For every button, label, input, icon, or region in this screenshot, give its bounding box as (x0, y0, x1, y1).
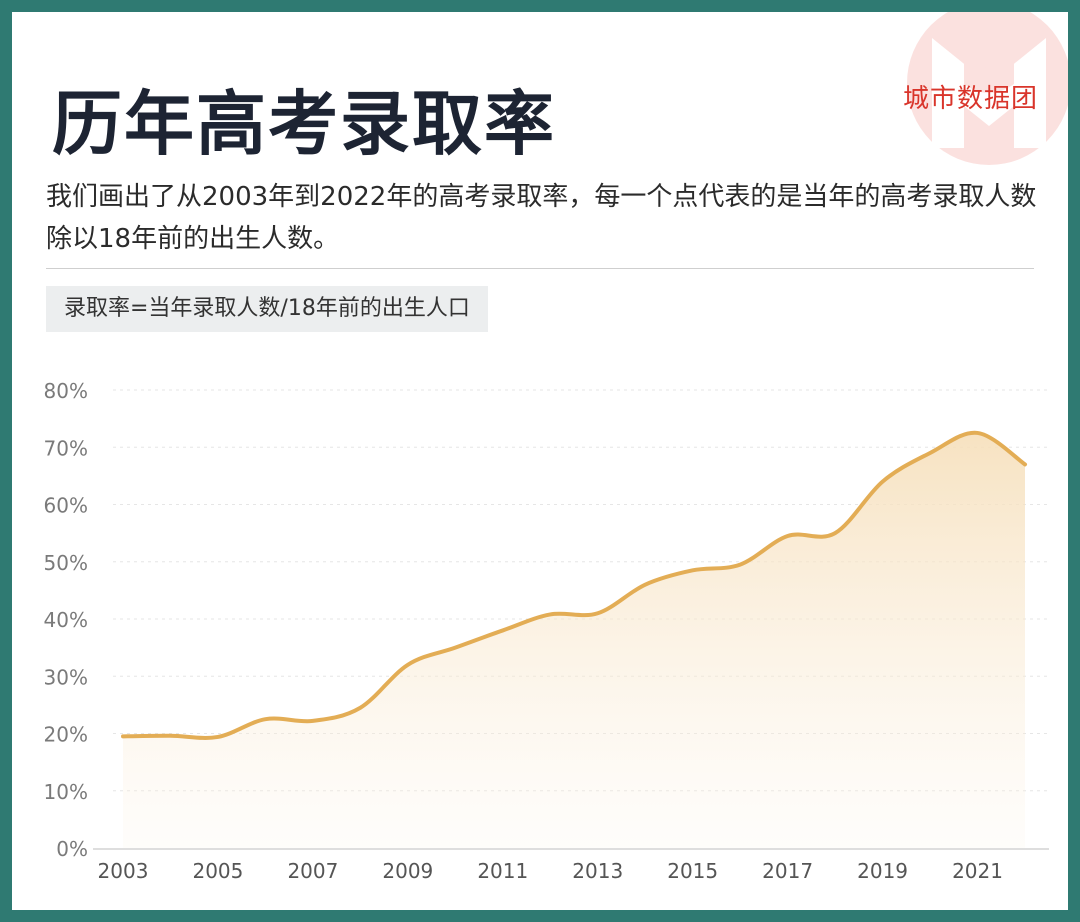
data-point-2013 (595, 610, 601, 616)
data-point-2008 (357, 705, 363, 711)
x-tick-label: 2003 (98, 859, 149, 883)
admission-rate-chart: 0%10%20%30%40%50%60%70%80% 2003 2005 2007 2… (44, 379, 1049, 883)
chart-card: 城市数据团 历年高考录取率 我们画出了从2003年到2022年的高考录取率，每一… (12, 12, 1068, 910)
data-point-2017 (785, 533, 791, 539)
data-point-2006 (262, 716, 268, 722)
data-point-2010 (452, 645, 458, 651)
x-tick-label: 2013 (572, 859, 623, 883)
divider (46, 268, 1034, 269)
data-point-2004 (167, 733, 173, 739)
data-point-2005 (215, 734, 221, 740)
chart-description: 我们画出了从2003年到2022年的高考录取率，每一个点代表的是当年的高考录取人… (46, 182, 1037, 254)
y-tick-label: 0% (56, 837, 88, 861)
y-tick-label: 20% (44, 723, 88, 747)
y-tick-label: 50% (44, 551, 88, 575)
data-point-2021 (975, 430, 981, 436)
data-point-2020 (927, 450, 933, 456)
brand-name: 城市数据团 (902, 84, 1038, 114)
data-point-2003 (120, 733, 126, 739)
data-point-2007 (310, 718, 316, 724)
data-point-2015 (690, 567, 696, 573)
x-axis-labels: 2003 2005 2007 2009 2011 2013 2015 2017 2019 2021 (98, 859, 1003, 883)
data-point-2014 (642, 582, 648, 588)
x-tick-label: 2019 (857, 859, 908, 883)
data-point-2009 (405, 662, 411, 668)
x-tick-label: 2017 (762, 859, 813, 883)
y-tick-label: 70% (44, 436, 88, 460)
y-tick-label: 10% (44, 780, 88, 804)
data-point-2019 (880, 479, 886, 485)
data-point-2018 (832, 530, 838, 536)
x-tick-label: 2021 (952, 859, 1003, 883)
x-tick-label: 2015 (667, 859, 718, 883)
formula-box: 录取率=当年录取人数/18年前的出生人口 (46, 286, 488, 332)
y-axis-labels: 0% 10% 20% 30% 40% 50% 60% 70% 80% (44, 379, 88, 861)
y-tick-label: 40% (44, 608, 88, 632)
data-point-2016 (737, 562, 743, 568)
page-title: 历年高考录取率 (52, 83, 556, 165)
area-fill (123, 432, 1025, 848)
data-point-2012 (547, 611, 553, 617)
series-line (121, 430, 1027, 740)
y-tick-label: 30% (44, 665, 88, 689)
x-tick-label: 2011 (477, 859, 528, 883)
data-point-2022 (1022, 461, 1028, 467)
data-point-2011 (500, 627, 506, 633)
y-tick-label: 60% (44, 494, 88, 518)
y-tick-label: 80% (44, 379, 88, 403)
x-tick-label: 2005 (192, 859, 243, 883)
x-tick-label: 2009 (382, 859, 433, 883)
x-tick-label: 2007 (287, 859, 338, 883)
city-data-team-logo (907, 12, 1068, 165)
